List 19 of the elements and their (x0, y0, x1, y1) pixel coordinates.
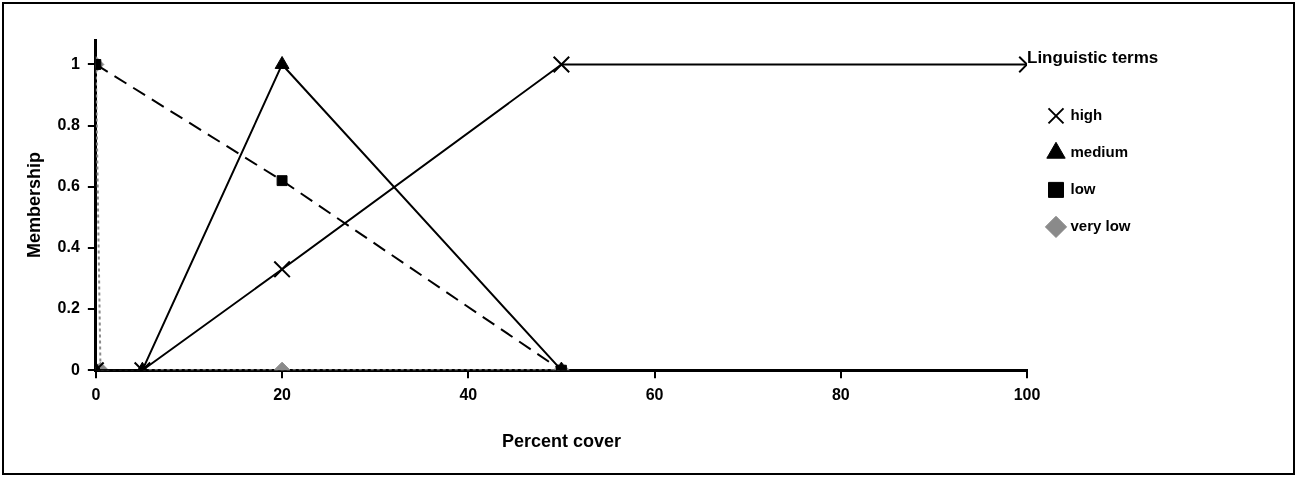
y-tick-label: 0 (70, 360, 80, 378)
legend-label: high (1070, 106, 1103, 124)
y-tick-label: 0.4 (57, 238, 80, 256)
x-tick-label: 100 (1013, 386, 1041, 404)
y-tick-label: 0.8 (57, 116, 80, 134)
legend-label: medium (1070, 143, 1129, 161)
legend-label: very low (1070, 217, 1131, 235)
y-tick-label: 0.2 (57, 299, 80, 317)
x-axis-title: Percent cover (501, 431, 621, 452)
x-tick-label: 20 (273, 386, 292, 404)
y-tick-label: 1 (70, 54, 80, 72)
legend-title: Linguistic terms (1027, 48, 1159, 68)
y-tick-label: 0.6 (57, 177, 80, 195)
legend-label: low (1070, 180, 1096, 198)
x-tick-label: 80 (831, 386, 850, 404)
x-tick-label: 60 (645, 386, 664, 404)
x-tick-label: 40 (459, 386, 478, 404)
x-tick-label: 0 (91, 386, 101, 404)
y-axis-title: Membership (23, 152, 44, 259)
